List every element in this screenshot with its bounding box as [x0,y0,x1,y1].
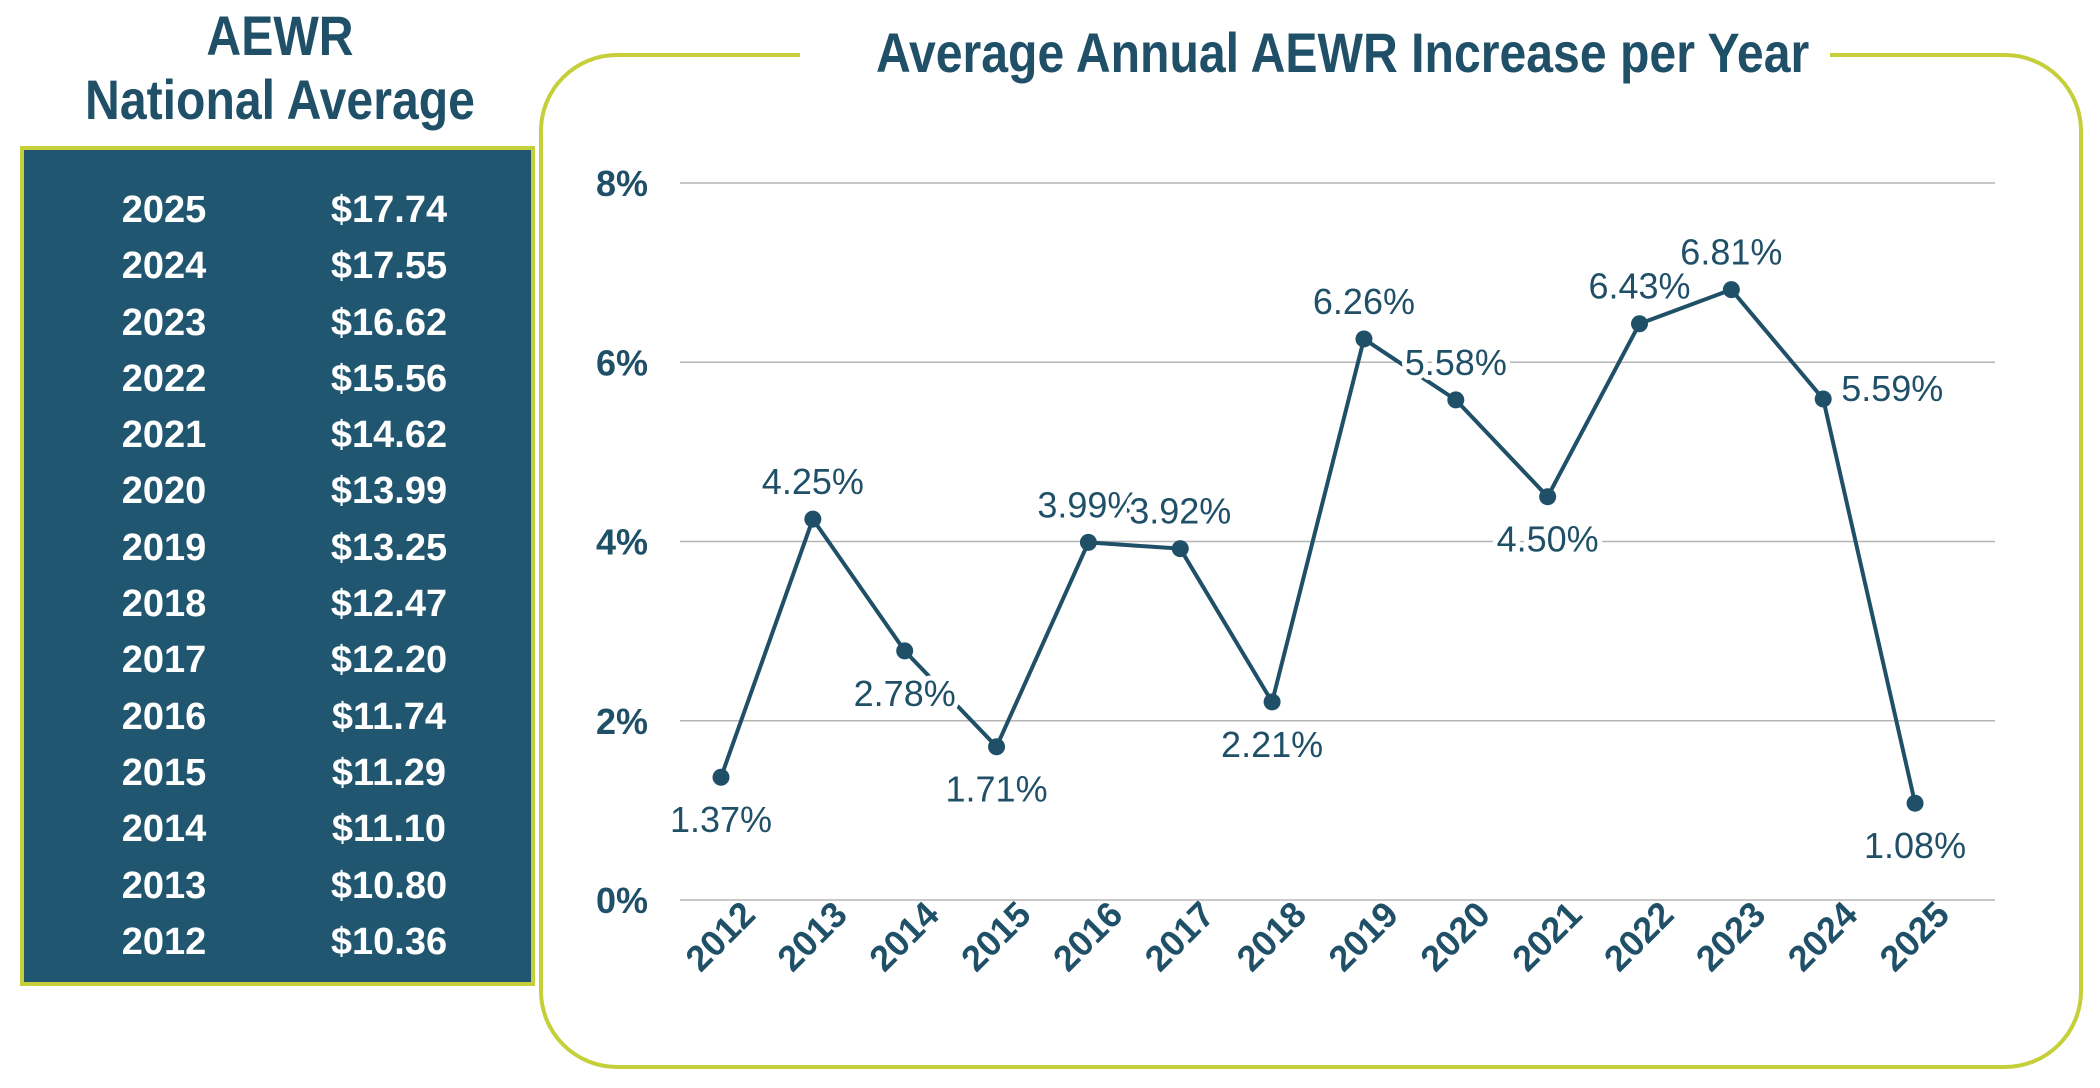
data-point [1447,391,1465,409]
data-label: 4.50% [1497,519,1599,560]
data-point [1631,315,1648,333]
data-label: 3.99% [1037,484,1139,525]
x-tick-label: 2012 [677,893,763,979]
chart-title-text: Average Annual AEWR Increase per Year [875,21,1810,84]
table-row-year: 2024 [121,245,207,288]
x-tick-label: 2020 [1412,893,1498,979]
table-row-value: $14.62 [330,414,448,457]
data-point [1171,540,1189,558]
table-row-year: 2018 [121,583,207,626]
table-row-year: 2022 [121,357,207,400]
data-label: 5.58% [1405,342,1507,383]
x-tick-label: 2014 [861,893,947,979]
table-row: 2015 $11.29 [24,748,531,804]
table-row: 2019 $13.25 [24,523,531,579]
table-row-value: $13.99 [330,470,448,513]
data-point [896,642,914,660]
data-point [1079,533,1097,551]
table-row-value: $15.56 [330,357,448,400]
data-label: 3.92% [1129,491,1231,532]
table-row-year: 2012 [121,920,207,963]
y-tick-label: 4% [596,522,648,563]
x-tick-label: 2017 [1137,893,1223,979]
data-point [1263,693,1281,711]
table-row-year: 2017 [121,639,207,682]
data-label: 5.59% [1841,368,1943,409]
data-label: 1.71% [946,769,1048,810]
data-label: 6.43% [1588,266,1690,307]
table-row: 2023 $16.62 [24,298,531,354]
data-point [804,510,822,528]
y-tick-label: 2% [596,701,648,742]
table-row-year: 2021 [121,414,207,457]
x-tick-label: 2021 [1504,893,1590,979]
table-row-value: $13.25 [330,526,448,569]
table-row-year: 2015 [121,751,207,794]
table-row-year: 2023 [121,301,207,344]
data-label: 6.81% [1680,232,1782,273]
side-panel-title-line2: National Average [85,68,475,131]
table-row: 2018 $12.47 [24,579,531,635]
aewr-table: 2025 $17.74 2024 $17.55 2023 $16.62 2022 $15.56… [20,146,535,986]
chart-title: Average Annual AEWR Increase per Year [800,20,1830,90]
x-tick-label: 2015 [953,893,1039,979]
table-row: 2016 $11.74 [24,692,531,748]
data-point [712,768,730,786]
table-row-value: $12.47 [330,583,448,626]
table-row-value: $16.62 [330,301,448,344]
table-row-value: $11.10 [331,808,447,851]
x-tick-label: 2016 [1045,893,1131,979]
table-row-year: 2016 [121,695,207,738]
data-label: 1.08% [1864,825,1966,866]
table-row: 2025 $17.74 [24,185,531,241]
table-row-value: $17.55 [330,245,448,288]
table-row-value: $11.29 [331,751,447,794]
data-point [988,738,1006,756]
table-row-year: 2013 [121,864,207,907]
y-tick-label: 8% [596,163,648,204]
table-row: 2012 $10.36 [24,917,531,973]
table-row-value: $17.74 [330,189,448,231]
table-row-year: 2020 [121,470,207,513]
data-label: 2.21% [1221,724,1323,765]
table-row-year: 2025 [121,189,207,231]
x-tick-label: 2023 [1688,893,1774,979]
data-point [1814,390,1832,408]
table-row: 2013 $10.80 [24,861,531,917]
table-row: 2020 $13.99 [24,466,531,522]
data-label: 2.78% [854,673,956,714]
table-row-value: $10.36 [330,920,448,963]
data-label: 1.37% [670,799,772,840]
table-row: 2014 $11.10 [24,804,531,860]
table-row: 2017 $12.20 [24,635,531,691]
side-panel-title-line1: AEWR [206,4,354,67]
x-tick-label: 2018 [1228,893,1314,979]
data-point [1539,488,1557,506]
x-tick-label: 2022 [1596,893,1682,979]
table-row-year: 2019 [121,526,207,569]
y-tick-label: 0% [596,880,648,921]
table-row-value: $12.20 [330,639,448,682]
side-panel-title: AEWR National Average [56,4,503,132]
data-label: 6.26% [1313,281,1415,322]
x-tick-label: 2019 [1320,893,1406,979]
series-line [719,287,1918,804]
data-point [1722,281,1740,299]
table-row: 2022 $15.56 [24,354,531,410]
table-row: 2021 $14.62 [24,410,531,466]
table-row-year: 2014 [121,808,207,851]
data-point [1355,330,1373,348]
table-row-value: $11.74 [331,695,447,738]
x-tick-label: 2024 [1780,893,1866,979]
x-tick-label: 2025 [1871,893,1957,979]
table-row: 2024 $17.55 [24,241,531,297]
data-label: 4.25% [762,461,864,502]
y-tick-label: 6% [596,342,648,383]
table-row-value: $10.80 [330,864,448,907]
x-tick-label: 2013 [769,893,855,979]
data-point [1906,794,1924,812]
aewr-table-rows: 2025 $17.74 2024 $17.55 2023 $16.62 2022 $15.56… [24,185,531,973]
